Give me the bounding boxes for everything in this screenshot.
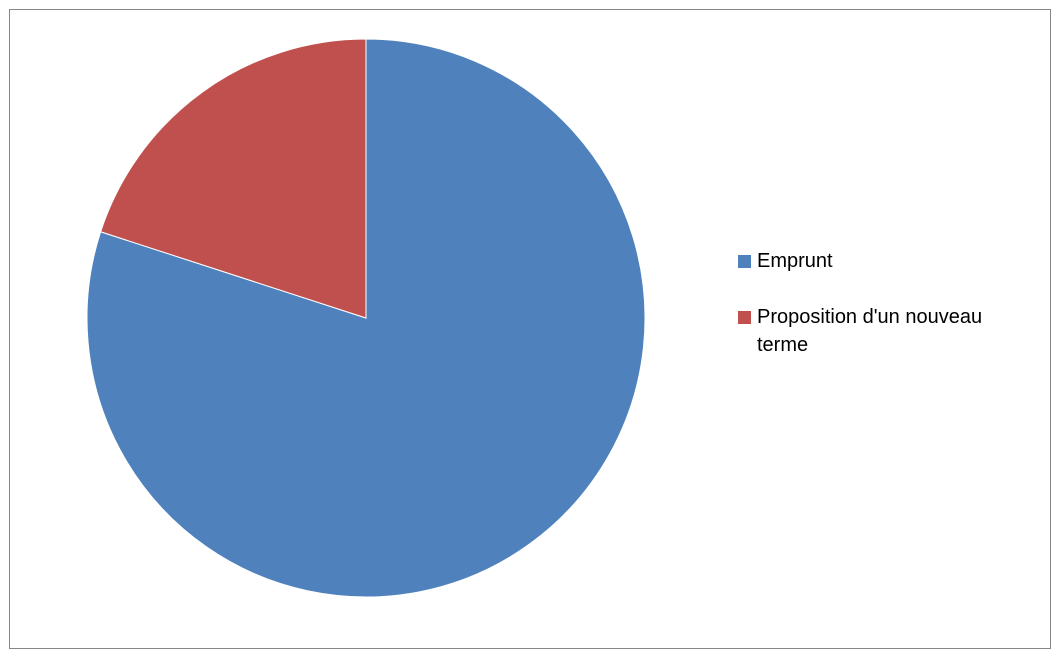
pie-slice-proposition-nouveau-terme — [100, 38, 367, 319]
legend-label-proposition-nouveau-terme: Proposition d'un nouveau terme — [757, 306, 983, 356]
legend-swatch-proposition-nouveau-terme — [738, 311, 751, 324]
pie-chart — [86, 38, 646, 598]
pie-slices — [86, 38, 646, 598]
legend-swatch-emprunt — [738, 255, 751, 268]
legend-item-emprunt: Emprunt — [738, 247, 1038, 275]
legend-item-proposition-nouveau-terme: Proposition d'un nouveau terme — [738, 303, 1038, 359]
legend: Emprunt Proposition d'un nouveau terme — [738, 247, 1038, 387]
legend-label-emprunt: Emprunt — [757, 250, 833, 272]
